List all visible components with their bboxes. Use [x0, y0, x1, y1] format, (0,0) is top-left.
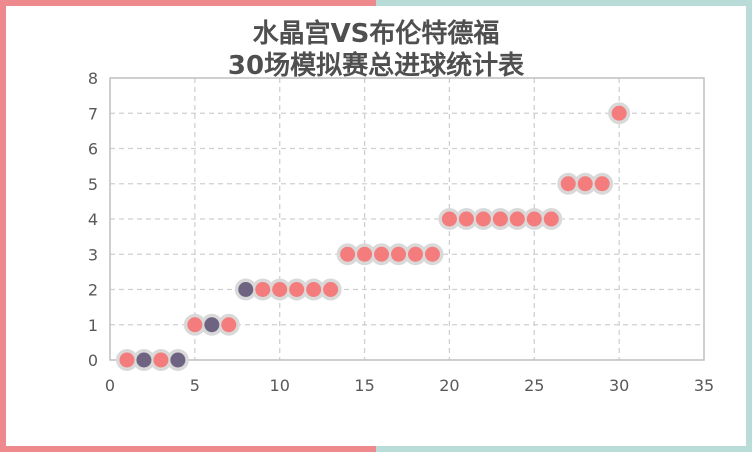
- data-point: [526, 211, 542, 227]
- data-point: [357, 246, 373, 262]
- data-point: [136, 352, 152, 368]
- x-tick-label: 20: [439, 376, 459, 395]
- data-point: [391, 246, 407, 262]
- y-tick-label: 5: [88, 175, 98, 194]
- data-point: [340, 246, 356, 262]
- data-point: [289, 282, 305, 297]
- data-point: [441, 211, 457, 227]
- data-point: [119, 352, 135, 368]
- data-point: [611, 105, 627, 121]
- x-tick-label: 10: [270, 376, 290, 395]
- data-point: [306, 282, 322, 297]
- data-point: [594, 176, 610, 192]
- data-point: [475, 211, 491, 227]
- data-point: [577, 176, 593, 192]
- x-axis-ticks: 0 5 10 15 20 25 30 35: [105, 376, 714, 395]
- data-point: [153, 352, 169, 368]
- data-point: [238, 282, 254, 297]
- data-point: [424, 246, 440, 262]
- chart-title-line-1: 水晶宫VS布伦特德福: [252, 19, 500, 49]
- data-point: [221, 317, 237, 333]
- y-tick-label: 6: [88, 140, 98, 159]
- frame-right-border: [376, 0, 752, 452]
- data-point: [543, 211, 559, 227]
- x-tick-label: 35: [694, 376, 714, 395]
- plot-border: [109, 77, 705, 361]
- data-point: [374, 246, 390, 262]
- data-point: [255, 282, 271, 297]
- y-tick-label: 8: [88, 69, 98, 88]
- data-point: [272, 282, 288, 297]
- chart-title-line-2: 30场模拟赛总进球统计表: [227, 51, 525, 81]
- data-point: [170, 352, 186, 368]
- data-point: [509, 211, 525, 227]
- data-point: [560, 176, 576, 192]
- y-tick-label: 2: [88, 281, 98, 300]
- y-tick-label: 7: [88, 104, 98, 123]
- data-point: [323, 282, 339, 297]
- data-point: [204, 317, 220, 333]
- data-point: [492, 211, 508, 227]
- y-axis-ticks: 0 1 2 3 4 5 6 7 8: [88, 69, 98, 370]
- x-tick-label: 30: [609, 376, 629, 395]
- frame-left-border: [0, 0, 376, 452]
- chart-area: [6, 6, 746, 446]
- data-points: [115, 102, 631, 371]
- chart-title: 水晶宫VS布伦特德福 30场模拟赛总进球统计表: [0, 18, 752, 82]
- data-point: [187, 317, 203, 333]
- x-tick-label: 0: [105, 376, 115, 395]
- y-tick-label: 3: [88, 245, 98, 264]
- data-point: [407, 246, 423, 262]
- data-point: [458, 211, 474, 227]
- x-tick-label: 5: [190, 376, 200, 395]
- x-tick-label: 25: [524, 376, 544, 395]
- y-tick-label: 0: [88, 351, 98, 370]
- y-tick-label: 4: [88, 210, 98, 229]
- axes: [109, 77, 705, 361]
- x-tick-label: 15: [354, 376, 374, 395]
- y-tick-label: 1: [88, 316, 98, 335]
